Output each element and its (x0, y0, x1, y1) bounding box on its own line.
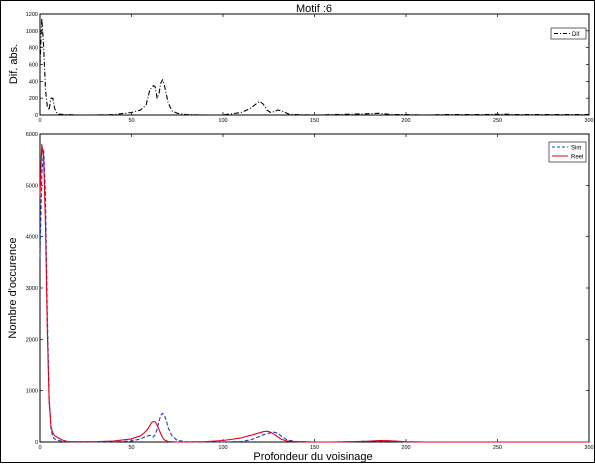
top-x-ticks: 0 50 100 150 200 250 300 (38, 14, 594, 124)
top-chart-title: Motif :6 (296, 3, 332, 15)
top-y-tick-label: 0 (35, 113, 38, 119)
bottom-y-tick-label: 6000 (26, 132, 38, 138)
bottom-x-tick-label: 100 (218, 445, 227, 451)
bottom-axes: Nombre d'occurence Profondeur du voisina… (7, 132, 594, 463)
bottom-y-axis-label: Nombre d'occurence (7, 237, 19, 338)
top-y-tick-label: 1000 (26, 29, 38, 35)
top-legend-box (550, 27, 587, 40)
top-y-tick-label: 1200 (26, 12, 38, 18)
bottom-x-tick-label: 0 (38, 445, 41, 451)
bottom-x-axis-label: Profondeur du voisinage (253, 451, 372, 462)
top-y-tick-label: 800 (29, 46, 38, 52)
top-legend-label-dif: Dif (572, 32, 580, 38)
top-legend: Dif (550, 27, 587, 40)
bottom-legend: Sim Reel (548, 141, 587, 163)
bottom-y-tick-label: 0 (35, 440, 38, 446)
top-y-tick-label: 400 (29, 79, 38, 85)
top-y-tick-label: 200 (29, 96, 38, 102)
top-x-tick-label: 250 (493, 118, 502, 124)
top-x-tick-label: 50 (128, 118, 134, 124)
bottom-x-tick-label: 200 (401, 445, 410, 451)
bottom-x-tick-label: 50 (128, 445, 134, 451)
bottom-legend-label-sim: Sim (571, 146, 581, 152)
bottom-x-tick-label: 250 (493, 445, 502, 451)
top-axes: Motif :6 Dif. abs. 020040060080010001200… (8, 3, 594, 124)
bottom-y-tick-label: 1000 (26, 389, 38, 395)
bottom-legend-label-reel: Reel (571, 155, 583, 161)
top-y-ticks: 0 200 400 600 800 1000 1200 (26, 12, 589, 119)
bottom-y-ticks: 0 1000 2000 3000 4000 5000 6000 (26, 132, 589, 446)
bottom-y-tick-label: 4000 (26, 235, 38, 241)
top-y-axis-label: Dif. abs. (8, 44, 20, 84)
top-series-line-dif (39, 17, 589, 116)
bottom-y-tick-label: 3000 (26, 286, 38, 292)
top-x-tick-label: 100 (218, 118, 227, 124)
bottom-series-line-reel (39, 143, 589, 443)
bottom-plot-frame (39, 133, 590, 443)
top-plot-frame (39, 13, 590, 116)
bottom-y-tick-label: 5000 (26, 183, 38, 189)
top-y-tick-label: 600 (29, 63, 38, 69)
top-x-tick-label: 150 (310, 118, 319, 124)
bottom-x-tick-label: 150 (310, 445, 319, 451)
top-x-tick-label: 0 (38, 118, 41, 124)
bottom-x-tick-label: 300 (584, 445, 593, 451)
top-series-group (39, 17, 589, 116)
bottom-series-group (39, 143, 589, 443)
top-x-tick-label: 300 (584, 118, 593, 124)
bottom-y-tick-label: 2000 (26, 337, 38, 343)
top-x-tick-label: 200 (401, 118, 410, 124)
